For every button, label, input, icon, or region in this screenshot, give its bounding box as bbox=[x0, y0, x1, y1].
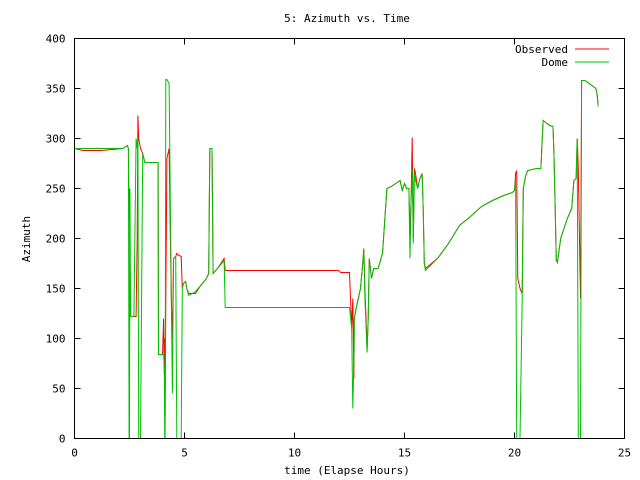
x-tick-label: 10 bbox=[288, 447, 301, 460]
y-tick-label: 350 bbox=[46, 83, 66, 96]
y-tick-label: 150 bbox=[46, 283, 66, 296]
x-tick-label: 25 bbox=[618, 447, 631, 460]
series-line-dome bbox=[74, 79, 599, 439]
x-tick-label: 15 bbox=[398, 447, 411, 460]
y-tick-label: 100 bbox=[46, 333, 66, 346]
x-axis-label: time (Elapse Hours) bbox=[284, 464, 410, 477]
series-line-observed bbox=[74, 80, 599, 417]
y-tick-label: 400 bbox=[46, 33, 66, 46]
x-tick-label: 0 bbox=[71, 447, 78, 460]
x-tick-label: 5 bbox=[181, 447, 188, 460]
plot-frame bbox=[74, 38, 625, 439]
legend-label-dome: Dome bbox=[542, 56, 569, 69]
y-tick-label: 200 bbox=[46, 233, 66, 246]
y-tick-label: 250 bbox=[46, 183, 66, 196]
x-tick-label: 20 bbox=[508, 447, 521, 460]
y-tick-label: 0 bbox=[59, 433, 66, 446]
y-tick-label: 300 bbox=[46, 133, 66, 146]
y-axis-label: Azimuth bbox=[20, 216, 33, 262]
y-tick-label: 50 bbox=[52, 383, 65, 396]
legend-label-observed: Observed bbox=[515, 43, 568, 56]
chart-title: 5: Azimuth vs. Time bbox=[284, 12, 410, 25]
series-layer bbox=[74, 79, 599, 439]
